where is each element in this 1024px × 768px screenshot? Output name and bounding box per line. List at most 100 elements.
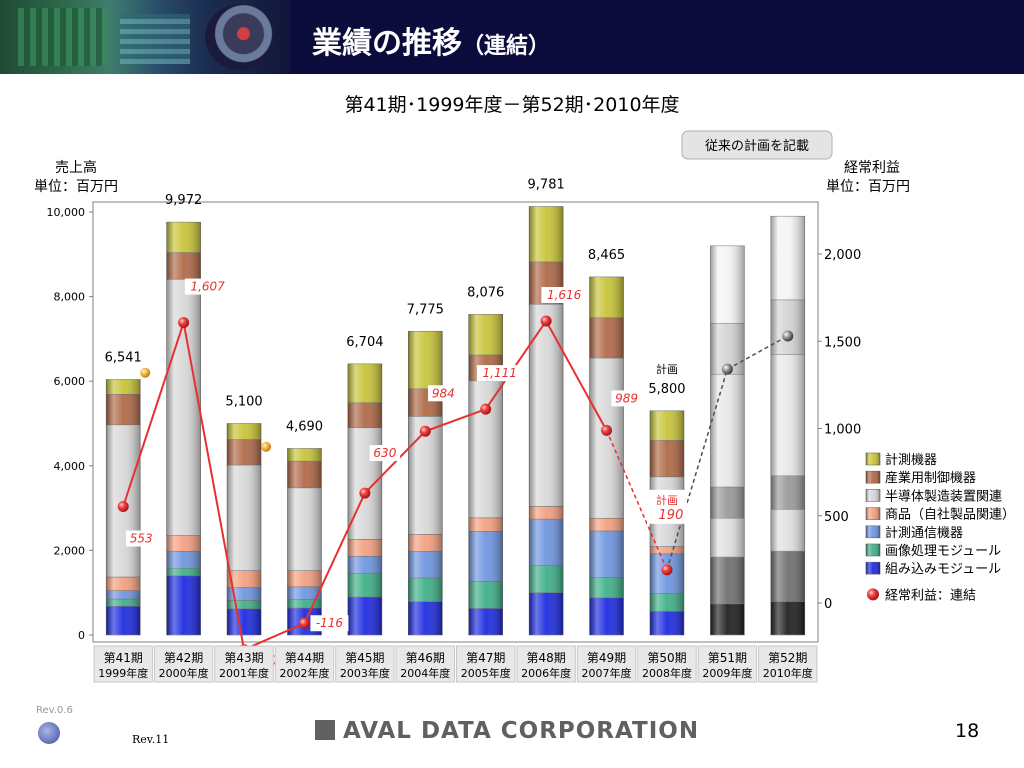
x-label-period: 第42期 <box>164 651 203 665</box>
bar-segment-shade <box>287 599 322 608</box>
x-label-box <box>335 645 395 683</box>
profit-point <box>359 487 371 499</box>
total-label: 9,781 <box>528 178 565 193</box>
bar-segment-shade <box>408 331 443 389</box>
left-tick-label: 0 <box>78 629 85 642</box>
legend-label: 組み込みモジュール <box>885 562 1001 577</box>
x-label-period: 第47期 <box>466 651 505 665</box>
bar-segment-shade <box>529 304 564 507</box>
profit-plan-label-bg <box>646 489 687 524</box>
period-subtitle: 第41期･1999年度－第52期･2010年度 <box>344 94 680 116</box>
bar-segment-shade <box>287 570 322 587</box>
plan-bar-shade <box>710 603 745 635</box>
x-label-year: 2002年度 <box>279 666 329 680</box>
bar-segment-shade <box>589 276 624 318</box>
plan-label: 計画 <box>656 362 678 376</box>
page-number: 18 <box>955 720 980 742</box>
x-label-box <box>456 645 516 683</box>
legend-label: 半導体製造装置関連 <box>885 489 1002 504</box>
orange-marker <box>140 367 151 378</box>
profit-label-bg <box>476 365 523 382</box>
plan-bar-shade <box>770 551 805 602</box>
plan-bar-shade <box>710 487 745 519</box>
plan-bar-shade <box>770 299 805 355</box>
profit-point <box>178 317 190 329</box>
bar-segment-shade <box>287 448 322 462</box>
x-label-box <box>395 645 456 683</box>
bar-segment-shade <box>589 530 624 578</box>
legend-label: 商品（自社製品関連） <box>885 507 1015 523</box>
bar-segment-shade <box>347 573 382 597</box>
x-label-year: 2000年度 <box>159 666 209 680</box>
bar-segment-shade <box>106 606 141 635</box>
profit-label-bg <box>541 287 587 304</box>
profit-label: 1,607 <box>190 280 225 294</box>
bar-segment-shade <box>227 439 262 465</box>
total-labels: 6,541 9,972 5,100 4,690 6,704 7,775 8,076 9,781… <box>105 178 686 452</box>
company-name: AVAL DATA CORPORATION <box>343 718 700 744</box>
legend-swatch-shade <box>866 507 880 520</box>
left-tick-label: 2,000 <box>54 544 86 557</box>
revision-label: Rev.11 <box>132 733 170 746</box>
total-label: 5,100 <box>225 395 262 410</box>
x-label-year: 2005年度 <box>461 666 511 680</box>
bar-segment-shade <box>347 363 382 403</box>
legend-swatch-shade <box>866 471 880 484</box>
bar-segment-shade <box>166 575 201 635</box>
plan-bar-shade <box>710 557 745 604</box>
plan-bar-shade <box>710 374 745 488</box>
left-axis-title-2: 単位：百万円 <box>34 179 118 195</box>
x-label-year: 2004年度 <box>400 666 450 680</box>
bar-segment-shade <box>408 551 443 578</box>
bar-segment-shade <box>529 206 564 262</box>
legend-swatch-shade <box>866 489 880 502</box>
right-axis-title-2: 単位：百万円 <box>826 179 910 195</box>
right-tick-label: 1,500 <box>824 335 861 350</box>
bar-segment-shade <box>468 380 503 518</box>
bar-segment-shade <box>649 611 684 635</box>
profit-plan-point <box>782 330 794 342</box>
page-title-suffix: （連結） <box>462 34 551 59</box>
bar-segment-shade <box>408 601 443 635</box>
bar-segment-shade <box>468 608 503 635</box>
right-axis-title-1: 経常利益 <box>844 160 900 176</box>
legend-label: 計測機器 <box>885 452 937 468</box>
bar-segment-shade <box>347 427 382 540</box>
header-photo-lens <box>205 4 275 70</box>
footer-badge-icon <box>38 722 60 744</box>
plot-border <box>92 201 819 643</box>
company-logo: AVAL DATA CORPORATION <box>315 718 699 744</box>
right-axis: 0 500 1,000 1,500 2,000 <box>818 248 861 612</box>
orange-marker <box>261 441 272 452</box>
profit-label: 984 <box>432 386 455 400</box>
plot-frame <box>92 201 819 643</box>
x-label-period: 第46期 <box>406 651 445 665</box>
x-label-box <box>758 645 818 683</box>
right-tick-label: 0 <box>824 597 832 612</box>
x-label-box <box>93 645 153 683</box>
left-tick-label: 10,000 <box>47 206 86 219</box>
bar-segment-shade <box>589 317 624 358</box>
bar-segment-shade <box>468 314 503 355</box>
left-axis: 0 2,000 4,000 6,000 8,000 10,000 <box>47 206 93 642</box>
bar-segment-shade <box>529 506 564 520</box>
left-axis-title-1: 売上高 <box>55 159 97 176</box>
x-label-period: 第52期 <box>768 651 807 665</box>
bar-segment-shade <box>589 518 624 531</box>
left-tick-label: 4,000 <box>54 460 86 473</box>
profit-point <box>419 425 431 437</box>
footer-faint-text: Rev.0.6 <box>36 705 73 716</box>
x-label-year: 2009年度 <box>702 666 752 680</box>
x-label-year: 2001年度 <box>219 666 269 680</box>
header-photo <box>0 0 290 74</box>
left-tick-label: 8,000 <box>54 291 86 304</box>
profit-plan-text: 計画 <box>656 493 678 507</box>
total-label: 6,541 <box>105 351 142 366</box>
profit-label: -116 <box>316 616 344 630</box>
bar-segment-shade <box>287 487 322 571</box>
legend-swatch-shade <box>866 453 880 465</box>
x-label-box <box>697 645 758 683</box>
total-label: 9,972 <box>165 193 202 208</box>
x-label-box <box>516 645 576 683</box>
